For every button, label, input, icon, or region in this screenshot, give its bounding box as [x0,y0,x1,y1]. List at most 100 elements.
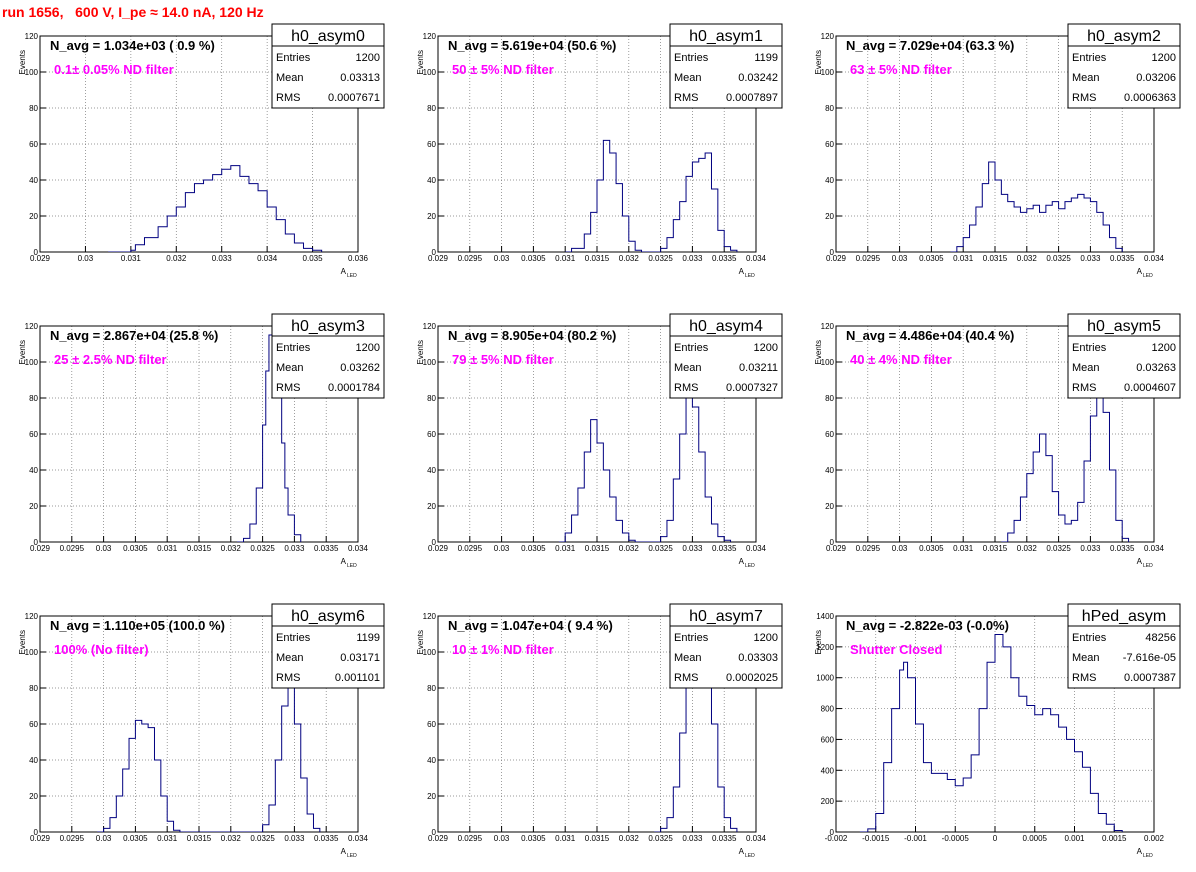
stats-label: RMS [674,672,698,684]
y-tick-label: 20 [29,212,38,221]
stats-label: Mean [674,72,702,84]
histogram-name: h0_asym3 [291,318,365,335]
histogram-name: h0_asym4 [689,318,763,335]
stats-label: Entries [674,52,709,64]
x-tick-label: 0.034 [348,834,369,843]
histogram-curve [565,139,738,252]
x-axis-label: A [341,267,347,276]
y-tick-label: 120 [821,322,835,331]
stats-label: Entries [674,632,709,644]
stats-box [669,335,783,399]
y-axis-label: Events [814,50,823,74]
x-tick-label: 0.031 [953,544,974,553]
histogram-name: h0_asym2 [1087,28,1161,45]
y-tick-label: 60 [825,430,834,439]
x-tick-label: 0.0295 [60,544,85,553]
y-tick-label: 0 [432,828,437,837]
histogram-name: h0_asym1 [689,28,763,45]
filter-annotation: 50 ± 5% ND filter [452,62,554,77]
stats-value: 0.0004607 [1124,382,1176,394]
x-tick-label: 0.03 [892,254,908,263]
x-tick-label: -0.0005 [942,834,970,843]
x-tick-label: 0.0335 [314,544,339,553]
x-tick-label: 0.031 [157,834,178,843]
x-tick-label: 0.032 [221,544,242,553]
stats-label: RMS [276,672,300,684]
filter-annotation: 79 ± 5% ND filter [452,352,554,367]
x-tick-label: 0.03 [96,834,112,843]
stats-value: 1200 [754,342,778,354]
y-tick-label: 80 [427,394,436,403]
y-tick-label: 60 [825,140,834,149]
y-tick-label: 40 [29,176,38,185]
x-tick-label: 0.03 [78,254,94,263]
x-tick-label: 0.034 [348,544,369,553]
x-tick-label: 0.034 [257,254,278,263]
x-tick-label: 0.0305 [919,544,944,553]
histogram-curve [859,634,1123,832]
stats-label: Mean [1072,72,1100,84]
x-tick-label: 0.032 [619,834,640,843]
stats-box [271,625,385,689]
navg-label: N_avg = 2.867e+04 (25.8 %) [50,328,218,343]
x-axis-label-subscript: LED [745,563,755,569]
x-tick-label: 0.033 [212,254,233,263]
x-tick-label: 0.031 [555,254,576,263]
x-tick-label: 0.0295 [458,254,483,263]
stats-value: 1200 [1152,342,1176,354]
navg-label: N_avg = 5.619e+04 (50.6 %) [448,38,616,53]
histogram-curve [97,683,321,832]
histogram-name: h0_asym0 [291,28,365,45]
navg-label: N_avg = -2.822e-03 (-0.0%) [846,618,1009,633]
stats-label: Mean [1072,362,1100,374]
y-tick-label: 100 [423,648,437,657]
y-tick-label: 0 [34,538,39,547]
filter-annotation: Shutter Closed [850,642,943,657]
x-tick-label: 0.0315 [983,254,1008,263]
x-tick-label: 0.031 [157,544,178,553]
stats-label: Entries [276,342,311,354]
stats-label: Entries [276,52,311,64]
x-tick-label: 0.029 [30,254,51,263]
navg-label: N_avg = 7.029e+04 (63.3 %) [846,38,1014,53]
histogram-panel-h0_asym2: 0.029 0.0295 0.03 0.0305 0.031 0.0315 0.032 0.0… [814,23,1181,279]
stats-label: RMS [1072,92,1096,104]
x-axis-label: A [739,847,745,856]
y-tick-label: 20 [427,502,436,511]
y-tick-label: 40 [427,466,436,475]
x-tick-label: 0.0315 [187,834,212,843]
stats-label: RMS [1072,382,1096,394]
x-tick-label: 0.0325 [1046,544,1071,553]
y-tick-label: 60 [29,430,38,439]
x-tick-label: 0.0335 [712,834,737,843]
y-tick-label: 40 [427,756,436,765]
y-tick-label: 120 [423,612,437,621]
x-tick-label: 0.0305 [123,544,148,553]
y-tick-label: 100 [821,358,835,367]
y-tick-label: 80 [29,104,38,113]
x-tick-label: 0.0295 [856,544,881,553]
y-tick-label: 80 [825,394,834,403]
stats-box [271,335,385,399]
y-tick-label: 120 [25,322,39,331]
x-tick-label: 0.0335 [1110,254,1135,263]
stats-label: Mean [674,362,702,374]
stats-label: Entries [1072,632,1107,644]
x-axis-label-subscript: LED [347,853,357,859]
histogram-panel-h0_asym5: 0.029 0.0295 0.03 0.0305 0.031 0.0315 0.032 0.0… [814,313,1181,569]
x-tick-label: 0.0305 [521,834,546,843]
stats-box [1067,625,1181,689]
y-tick-label: 80 [29,394,38,403]
histogram-name: h0_asym7 [689,608,763,625]
x-tick-label: -0.001 [904,834,927,843]
histogram-name: hPed_asym [1082,608,1167,625]
x-tick-label: 0.0295 [60,834,85,843]
x-axis-label-subscript: LED [1143,853,1153,859]
y-tick-label: 100 [821,68,835,77]
x-tick-label: 0.032 [1017,254,1038,263]
filter-annotation: 10 ± 1% ND filter [452,642,554,657]
y-axis-label: Events [18,340,27,364]
x-tick-label: 0.0305 [521,254,546,263]
stats-box [1067,45,1181,109]
y-axis-label: Events [416,340,425,364]
